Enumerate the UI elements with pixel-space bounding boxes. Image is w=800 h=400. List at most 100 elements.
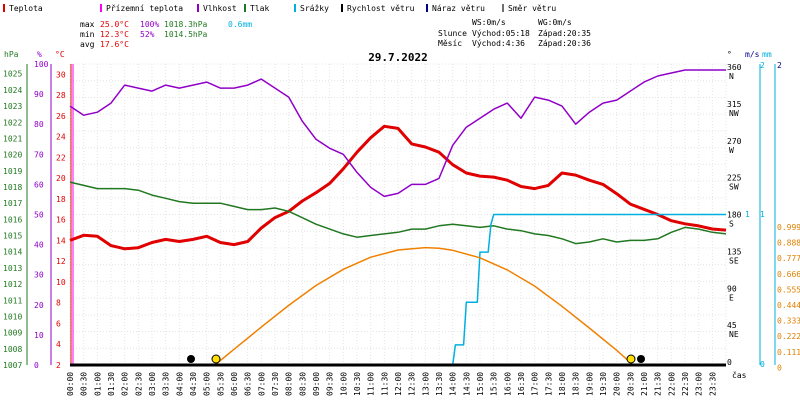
tick-direction-label: E <box>729 293 734 302</box>
tick-time: 09:00 <box>312 372 321 396</box>
tick-direction-label: SW <box>729 183 739 192</box>
tick-rain-scale: 0 <box>777 363 782 372</box>
moonrise-marker <box>187 355 195 363</box>
tick-direction-label: SE <box>729 256 739 265</box>
tick-time: 20:30 <box>626 372 635 396</box>
legend-label: Srážky <box>300 4 329 13</box>
stats-panel: max 25.0°C 100% 1018.3hPa 0.6mm min 12.3°C 52% 1… <box>80 18 591 49</box>
tick-pressure: 1018 <box>3 183 22 192</box>
legend-label: Vlhkost <box>203 4 237 13</box>
tick-time: 06:00 <box>230 372 239 396</box>
tick-time: 01:00 <box>93 372 102 396</box>
tick-humidity: 80 <box>34 120 44 129</box>
axis-unit-hpa: hPa <box>4 50 19 59</box>
wind-gust: WG:0m/s <box>538 18 572 27</box>
tick-humidity: 10 <box>34 331 44 340</box>
tick-time: 12:30 <box>408 372 417 396</box>
tick-time: 06:30 <box>244 372 253 396</box>
tick-time: 22:30 <box>681 372 690 396</box>
tick-time: 08:30 <box>298 372 307 396</box>
stat-label: max <box>80 20 95 29</box>
tick-time: 00:30 <box>80 372 89 396</box>
series-lines <box>69 69 727 366</box>
tick-time: 10:00 <box>339 372 348 396</box>
tick-direction-label: NW <box>729 109 739 118</box>
tick-temp: 28 <box>56 91 66 100</box>
series-teplota <box>69 124 727 251</box>
tick-time: 19:00 <box>585 372 594 396</box>
tick-rain-scale: 0.444 <box>777 301 800 310</box>
tick-humidity: 40 <box>34 241 44 250</box>
tick-temp: 18 <box>56 195 66 204</box>
tick-rain-scale: 0.999 <box>777 223 800 232</box>
tick-time: 18:00 <box>558 372 567 396</box>
tick-humidity: 70 <box>34 150 44 159</box>
tick-rain-scale: 0.111 <box>777 348 800 357</box>
tick-time: 05:30 <box>216 372 225 396</box>
tick-pressure: 1013 <box>3 264 22 273</box>
tick-time: 02:00 <box>121 372 130 396</box>
tick-temp: 26 <box>56 112 66 121</box>
axis-unit-ms: m/s <box>745 50 760 59</box>
series-tlak <box>69 181 727 245</box>
tick-wind: 1 <box>760 210 765 219</box>
stat-label: min <box>80 30 95 39</box>
tick-temp: 2 <box>56 361 61 370</box>
sun-label: Slunce <box>438 29 467 38</box>
stat-value: 25.0°C <box>100 20 129 29</box>
tick-time: 05:00 <box>203 372 212 396</box>
tick-time: 03:00 <box>148 372 157 396</box>
chart-title: 29.7.2022 <box>368 51 428 64</box>
tick-pressure: 1011 <box>3 296 22 305</box>
tick-direction: 0 <box>727 358 732 367</box>
tick-temp: 20 <box>56 174 66 183</box>
tick-temp: 12 <box>56 257 66 266</box>
moon-set: Západ:20:36 <box>538 39 591 48</box>
tick-direction: 90 <box>727 284 737 293</box>
tick-time: 20:00 <box>613 372 622 396</box>
stat-value: 0.6mm <box>228 20 252 29</box>
tick-time: 10:30 <box>353 372 362 396</box>
tick-time: 17:00 <box>531 372 540 396</box>
tick-humidity: 20 <box>34 301 44 310</box>
tick-time: 00:00 <box>66 372 75 396</box>
tick-time: 03:30 <box>162 372 171 396</box>
tick-rain-scale: 0.222 <box>777 332 800 341</box>
tick-time: 23:30 <box>708 372 717 396</box>
tick-pressure: 1015 <box>3 232 22 241</box>
tick-time: 07:00 <box>257 372 266 396</box>
tick-time: 21:30 <box>654 372 663 396</box>
tick-rain: 2 <box>777 61 782 70</box>
tick-direction-label: N <box>729 72 734 81</box>
stat-value: 100% <box>140 20 159 29</box>
tick-direction: 225 <box>727 174 742 183</box>
stat-value: 17.6°C <box>100 40 129 49</box>
tick-time: 16:00 <box>503 372 512 396</box>
tick-time: 07:30 <box>271 372 280 396</box>
tick-temp: 22 <box>56 153 66 162</box>
axis-unit-pct: % <box>37 50 42 59</box>
tick-rain: 1 <box>745 210 750 219</box>
legend-label: Tlak <box>250 4 269 13</box>
tick-direction: 270 <box>727 137 742 146</box>
tick-time: 13:00 <box>421 372 430 396</box>
series-srážky <box>70 213 726 366</box>
moon-rise: Východ:4:36 <box>472 39 525 48</box>
axis-unit-degc: °C <box>55 50 65 59</box>
tick-time: 17:30 <box>544 372 553 396</box>
tick-time: 18:30 <box>572 372 581 396</box>
tick-pressure: 1008 <box>3 345 22 354</box>
moon-label: Měsíc <box>438 39 462 48</box>
sunset-marker <box>626 354 636 364</box>
tick-rain-scale: 0.666 <box>777 270 800 279</box>
moonset-marker <box>637 355 645 363</box>
tick-pressure: 1009 <box>3 329 22 338</box>
stat-value: 12.3°C <box>100 30 129 39</box>
sun-rise: Východ:05:18 <box>472 29 530 38</box>
axis-unit-mm: mm <box>762 50 772 59</box>
tick-time: 13:30 <box>435 372 444 396</box>
tick-time: 16:30 <box>517 372 526 396</box>
legend-label: Přízemní teplota <box>106 4 183 13</box>
tick-time: 23:00 <box>695 372 704 396</box>
tick-humidity: 0 <box>34 361 39 370</box>
